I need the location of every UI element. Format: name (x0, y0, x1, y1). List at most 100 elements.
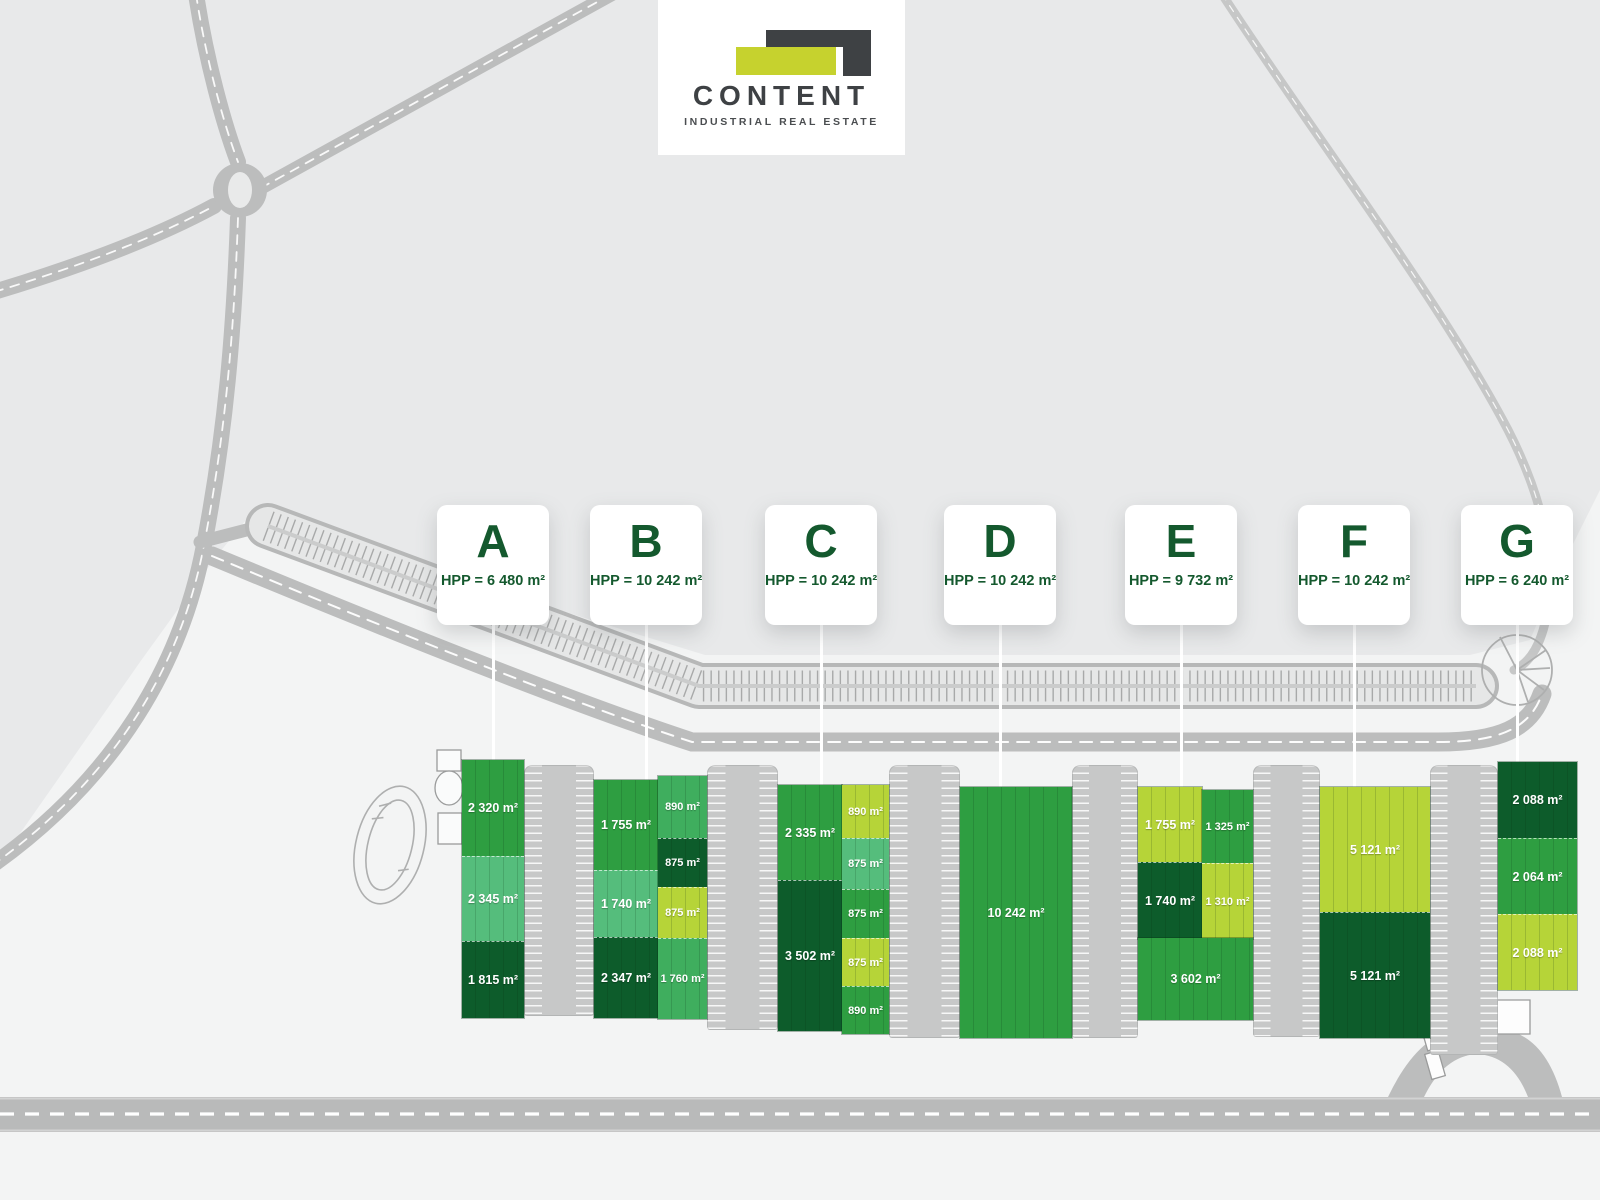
building-card-C: C HPP = 10 242 m² (765, 505, 877, 625)
building-D: 10 242 m² (960, 787, 1072, 1038)
building-unit: 1 760 m² (658, 938, 707, 1019)
card-hpp-value: HPP = 10 242 m² (765, 573, 878, 589)
card-letter: F (1339, 515, 1369, 567)
unit-area-label: 2 320 m² (467, 801, 519, 815)
leader-line-D (998, 625, 1002, 787)
building-unit: 2 320 m² (462, 760, 524, 856)
unit-area-label: 5 121 m² (1349, 968, 1401, 983)
building-card-D: D HPP = 10 242 m² (944, 505, 1056, 625)
leader-line-E (1179, 625, 1183, 787)
card-letter: C (804, 515, 838, 567)
oval-track-outline (353, 785, 427, 905)
unit-area-label: 2 347 m² (600, 971, 652, 985)
unit-area-label: 2 088 m² (1512, 793, 1563, 807)
parking-strip (889, 765, 960, 1038)
unit-area-label: 875 m² (665, 857, 700, 869)
leader-line-A (491, 625, 495, 760)
unit-area-label: 2 345 m² (467, 892, 519, 906)
building-unit: 1 755 m² (1138, 787, 1202, 862)
road-northeast (239, 0, 616, 203)
road-bottom (0, 1097, 1600, 1132)
building-unit: 2 088 m² (1498, 914, 1577, 990)
leader-line-F (1352, 625, 1356, 787)
logo: CONTENT INDUSTRIAL REAL ESTATE (658, 0, 905, 155)
card-hpp-value: HPP = 10 242 m² (590, 573, 703, 589)
unit-area-label: 890 m² (848, 1004, 883, 1017)
unit-area-label: 1 760 m² (660, 973, 705, 985)
building-unit: 890 m² (658, 776, 707, 838)
unit-area-label: 875 m² (848, 908, 883, 920)
road-north (188, 0, 246, 170)
building-unit: 2 347 m² (594, 937, 658, 1018)
unit-area-label: 2 088 m² (1512, 945, 1563, 960)
logo-mark-lime-block (736, 47, 836, 75)
building-E: 1 755 m² 1 740 m² (1138, 787, 1202, 939)
building-unit: 875 m² (842, 938, 889, 986)
leader-line-B (644, 625, 648, 780)
utility-outlines (434, 749, 464, 845)
building-F: 5 121 m² 5 121 m² (1320, 787, 1430, 1038)
unit-area-label: 10 242 m² (987, 905, 1045, 920)
building-unit: 1 310 m² (1202, 863, 1253, 939)
logo-mark-icon (736, 30, 871, 76)
unit-area-label: 875 m² (848, 858, 883, 870)
unit-area-label: 3 602 m² (1170, 972, 1221, 986)
building-card-E: E HPP = 9 732 m² (1125, 505, 1237, 625)
building-A: 2 320 m² 2 345 m² 1 815 m² (462, 760, 524, 1018)
building-unit: 875 m² (842, 889, 889, 938)
card-letter: B (629, 515, 663, 567)
leader-line-C (819, 625, 823, 785)
building-unit: 875 m² (658, 838, 707, 887)
unit-area-label: 2 335 m² (784, 825, 836, 840)
logo-company-name: CONTENT (692, 80, 871, 111)
building-unit: 5 121 m² (1320, 787, 1430, 912)
unit-area-label: 1 755 m² (600, 818, 652, 832)
parking-strip (1430, 765, 1498, 1055)
card-letter: E (1165, 515, 1197, 567)
building-unit: 3 502 m² (778, 880, 842, 1031)
parking-strip (524, 765, 594, 1016)
building-card-B: B HPP = 10 242 m² (590, 505, 702, 625)
unit-area-label: 1 740 m² (1144, 894, 1196, 908)
building-unit: 890 m² (842, 785, 889, 838)
building-unit: 1 325 m² (1202, 790, 1253, 863)
building-card-F: F HPP = 10 242 m² (1298, 505, 1410, 625)
unit-area-label: 875 m² (848, 956, 883, 969)
card-hpp-value: HPP = 10 242 m² (944, 573, 1057, 589)
leader-line-G (1515, 625, 1519, 762)
parking-strip (1253, 765, 1320, 1037)
building-unit: 875 m² (658, 887, 707, 938)
unit-area-label: 5 121 m² (1349, 842, 1401, 857)
unit-area-label: 1 755 m² (1144, 817, 1196, 832)
card-hpp-value: HPP = 10 242 m² (1298, 573, 1411, 589)
building-B: 1 755 m² 1 740 m² 2 347 m² (594, 780, 658, 1018)
building-unit: 890 m² (842, 986, 889, 1034)
card-letter: D (983, 515, 1017, 567)
building-unit: 5 121 m² (1320, 912, 1430, 1038)
logo-mark-dark-column (843, 30, 871, 76)
building-unit: 1 755 m² (594, 780, 658, 870)
building-unit: 875 m² (842, 838, 889, 889)
roundabout (213, 163, 267, 217)
building-unit: 1 815 m² (462, 941, 524, 1018)
building-C: 890 m² 875 m² 875 m² 875 m² 890 m² (842, 785, 889, 1034)
logo-tagline: INDUSTRIAL REAL ESTATE (684, 116, 879, 128)
building-unit: 3 602 m² (1138, 938, 1253, 1020)
building-card-A: A HPP = 6 480 m² (437, 505, 549, 625)
road-west (0, 198, 222, 299)
building-unit: 2 335 m² (778, 785, 842, 880)
building-C: 2 335 m² 3 502 m² (778, 785, 842, 1031)
building-G: 2 088 m² 2 064 m² 2 088 m² (1498, 762, 1577, 990)
unit-area-label: 890 m² (848, 805, 883, 818)
building-E: 1 325 m² 1 310 m² (1202, 790, 1253, 939)
unit-area-label: 1 740 m² (600, 897, 652, 911)
building-unit: 10 242 m² (960, 787, 1072, 1038)
building-unit: 2 345 m² (462, 856, 524, 941)
parking-strip (707, 765, 778, 1030)
roads (0, 0, 1555, 870)
unit-area-label: 3 502 m² (784, 949, 836, 963)
unit-area-label: 1 310 m² (1205, 895, 1250, 908)
parking-strip (1072, 765, 1138, 1038)
unit-area-label: 1 325 m² (1205, 820, 1250, 833)
card-hpp-value: HPP = 6 480 m² (440, 573, 546, 589)
